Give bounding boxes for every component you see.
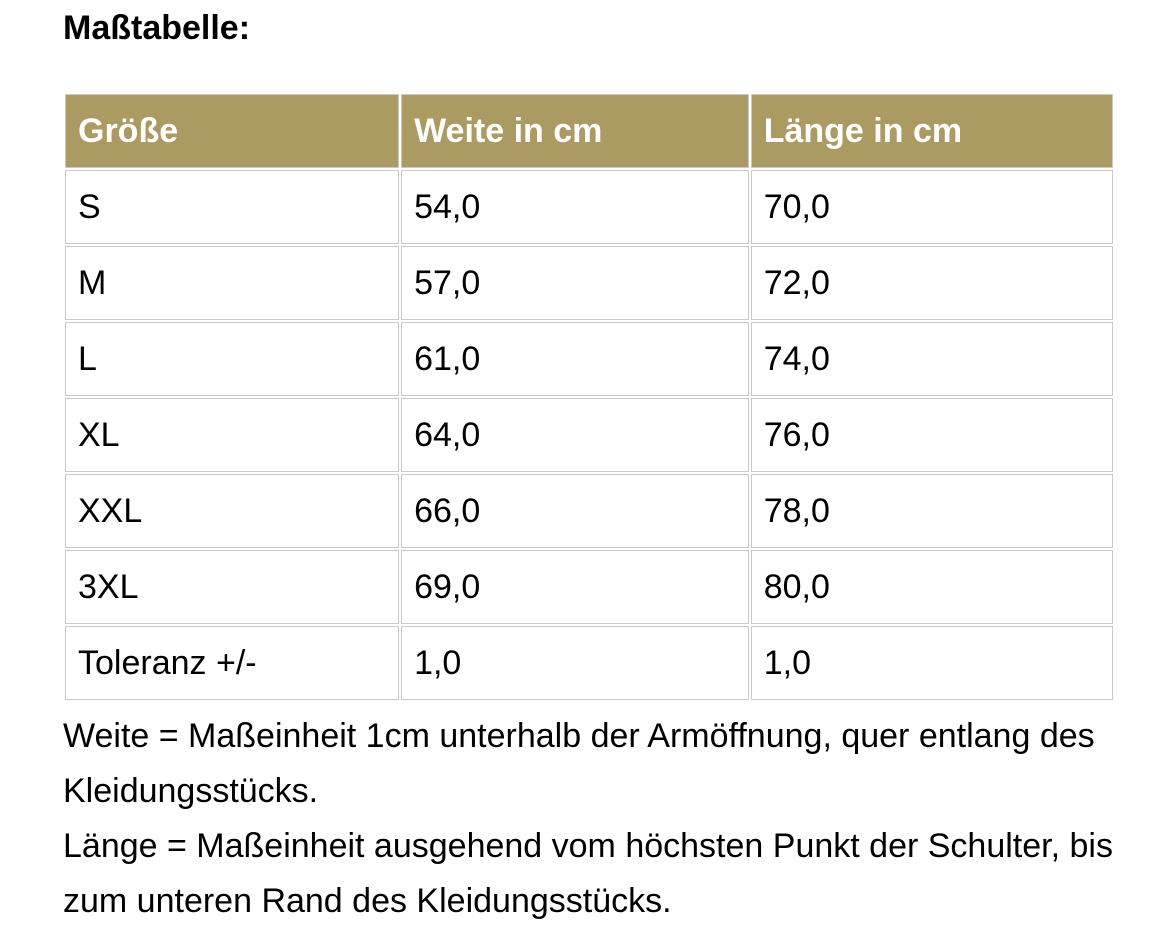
length-value-cell: 74,0 — [750, 322, 1113, 396]
length-value-cell: 70,0 — [750, 170, 1113, 244]
length-value-cell: 76,0 — [750, 398, 1113, 472]
length-value-cell: 1,0 — [750, 626, 1113, 700]
size-cell: S — [65, 170, 400, 244]
width-value-cell: 64,0 — [401, 398, 749, 472]
measurement-notes: Weite = Maßeinheit 1cm unterhalb der Arm… — [63, 709, 1163, 929]
length-value-cell: 80,0 — [750, 550, 1113, 624]
width-value-cell: 54,0 — [401, 170, 749, 244]
table-row: 3XL 69,0 80,0 — [65, 550, 1113, 624]
width-value-cell: 57,0 — [401, 246, 749, 320]
length-value-cell: 72,0 — [750, 246, 1113, 320]
column-header-size: Größe — [65, 94, 400, 168]
table-row: Toleranz +/- 1,0 1,0 — [65, 626, 1113, 700]
width-value-cell: 1,0 — [401, 626, 749, 700]
column-header-width: Weite in cm — [401, 94, 749, 168]
size-cell: XL — [65, 398, 400, 472]
column-header-length: Länge in cm — [750, 94, 1113, 168]
table-row: S 54,0 70,0 — [65, 170, 1113, 244]
page-title: Maßtabelle: — [63, 9, 251, 47]
note-weite: Weite = Maßeinheit 1cm unterhalb der Arm… — [63, 717, 1095, 810]
table-row: XL 64,0 76,0 — [65, 398, 1113, 472]
table-row: M 57,0 72,0 — [65, 246, 1113, 320]
size-table: Größe Weite in cm Länge in cm S 54,0 70,… — [63, 92, 1115, 702]
size-cell: 3XL — [65, 550, 400, 624]
width-value-cell: 66,0 — [401, 474, 749, 548]
table-row: XXL 66,0 78,0 — [65, 474, 1113, 548]
header-row: Größe Weite in cm Länge in cm — [65, 94, 1113, 168]
size-cell: L — [65, 322, 400, 396]
width-value-cell: 61,0 — [401, 322, 749, 396]
length-value-cell: 78,0 — [750, 474, 1113, 548]
table-row: L 61,0 74,0 — [65, 322, 1113, 396]
size-cell: XXL — [65, 474, 400, 548]
size-cell: Toleranz +/- — [65, 626, 400, 700]
size-cell: M — [65, 246, 400, 320]
width-value-cell: 69,0 — [401, 550, 749, 624]
note-laenge: Länge = Maßeinheit ausgehend vom höchste… — [63, 827, 1113, 920]
